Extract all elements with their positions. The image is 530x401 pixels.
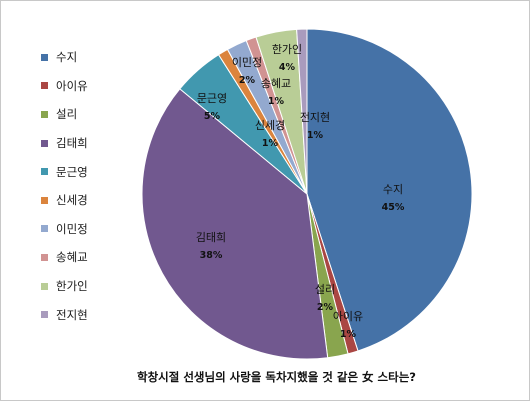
legend-label: 신세경 [56, 193, 88, 208]
legend-label: 수지 [56, 50, 78, 65]
legend-label: 문근영 [56, 164, 88, 179]
legend-item: 한가인 [41, 272, 131, 301]
slice-name-label: 수지 [383, 183, 403, 196]
slice-data-label: 아이유 1% [333, 310, 363, 340]
slice-data-label: 신세경 1% [255, 119, 285, 149]
legend-swatch [41, 139, 48, 147]
legend-label: 김태희 [56, 136, 88, 151]
chart-title: 학창시절 선생님의 사랑을 독차지했을 것 같은 女 스타는? [137, 370, 416, 384]
slice-name-label: 이민정 [232, 56, 262, 69]
slice-percent-label: 1% [340, 329, 357, 340]
slice-percent-label: 1% [307, 130, 324, 141]
legend-swatch [41, 82, 48, 90]
slice-name-label: 한가인 [272, 43, 302, 56]
slice-percent-label: 45% [382, 202, 405, 213]
slice-name-label: 아이유 [333, 310, 363, 323]
legend-item: 신세경 [41, 186, 131, 215]
legend-item: 김태희 [41, 129, 131, 158]
slice-name-label: 문근영 [197, 92, 227, 105]
legend-label: 한가인 [56, 279, 88, 294]
pie-slice [296, 28, 308, 195]
legend-swatch [41, 311, 48, 319]
legend-item: 아이유 [41, 72, 131, 101]
slice-percent-label: 2% [317, 302, 334, 313]
slice-data-label: 설리 2% [315, 283, 335, 313]
legend-label: 이민정 [56, 221, 88, 236]
legend-swatch [41, 196, 48, 204]
legend-swatch [41, 253, 48, 261]
slice-name-label: 설리 [315, 283, 335, 296]
legend-label: 아이유 [56, 78, 88, 93]
legend-item: 설리 [41, 100, 131, 129]
legend-swatch [41, 110, 48, 118]
slice-percent-label: 1% [268, 96, 285, 107]
legend-swatch [41, 53, 48, 61]
legend-swatch [41, 282, 48, 290]
slice-data-label: 문근영 5% [197, 92, 227, 122]
slice-percent-label: 5% [204, 111, 221, 122]
pie-slice [141, 88, 329, 360]
legend-swatch [41, 225, 48, 233]
legend-item: 송혜교 [41, 243, 131, 272]
legend-label: 송혜교 [56, 250, 88, 265]
legend: 수지 아이유 설리 김태희 문근영 신세경 이민정 송혜교 한가인 전지현 [41, 43, 131, 329]
slice-name-label: 송혜교 [261, 77, 291, 90]
slice-percent-label: 1% [262, 138, 279, 149]
slice-percent-label: 4% [279, 62, 296, 73]
legend-item: 이민정 [41, 215, 131, 244]
slice-data-label: 송혜교 1% [261, 77, 291, 107]
slice-data-label: 이민정 2% [232, 56, 262, 86]
legend-swatch [41, 168, 48, 176]
legend-item: 문근영 [41, 157, 131, 186]
slice-data-label: 수지 45% [382, 183, 405, 213]
slice-data-label: 김태희 38% [196, 231, 226, 261]
slice-data-label: 한가인 4% [272, 43, 302, 73]
slice-name-label: 전지현 [300, 111, 330, 124]
legend-label: 전지현 [56, 307, 88, 322]
slice-percent-label: 38% [200, 250, 223, 261]
legend-item: 수지 [41, 43, 131, 72]
pie-slice [306, 28, 473, 352]
legend-label: 설리 [56, 107, 78, 122]
slice-percent-label: 2% [239, 75, 256, 86]
slice-data-label: 전지현 1% [300, 111, 330, 141]
legend-item: 전지현 [41, 300, 131, 329]
slice-name-label: 신세경 [255, 119, 285, 132]
slice-name-label: 김태희 [196, 231, 226, 244]
